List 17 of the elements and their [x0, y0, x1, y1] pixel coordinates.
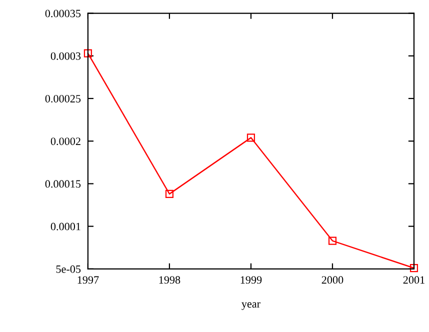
y-tick-label: 0.0001: [50, 222, 80, 230]
y-tick-label: 0.00025: [45, 94, 81, 103]
x-axis-title: year: [242, 302, 260, 310]
x-tick-label: 1998: [159, 276, 180, 284]
point: [246, 134, 255, 142]
x-tick-label: 1999: [240, 276, 262, 284]
y-tick-label: 0.0003: [50, 52, 81, 60]
y-tick-label: 5e-05: [56, 265, 81, 273]
x-tick-label: 1997: [78, 276, 99, 284]
y-tick-label: 0.0002: [50, 138, 80, 146]
point: [165, 190, 174, 198]
point: [84, 49, 92, 58]
y-tick-label: 0.00035: [45, 10, 81, 18]
y-tick-label: 0.00015: [45, 180, 81, 188]
point: [328, 236, 336, 245]
x-tick-label: 2001: [403, 276, 424, 284]
x-tick-label: 2000: [322, 276, 344, 284]
